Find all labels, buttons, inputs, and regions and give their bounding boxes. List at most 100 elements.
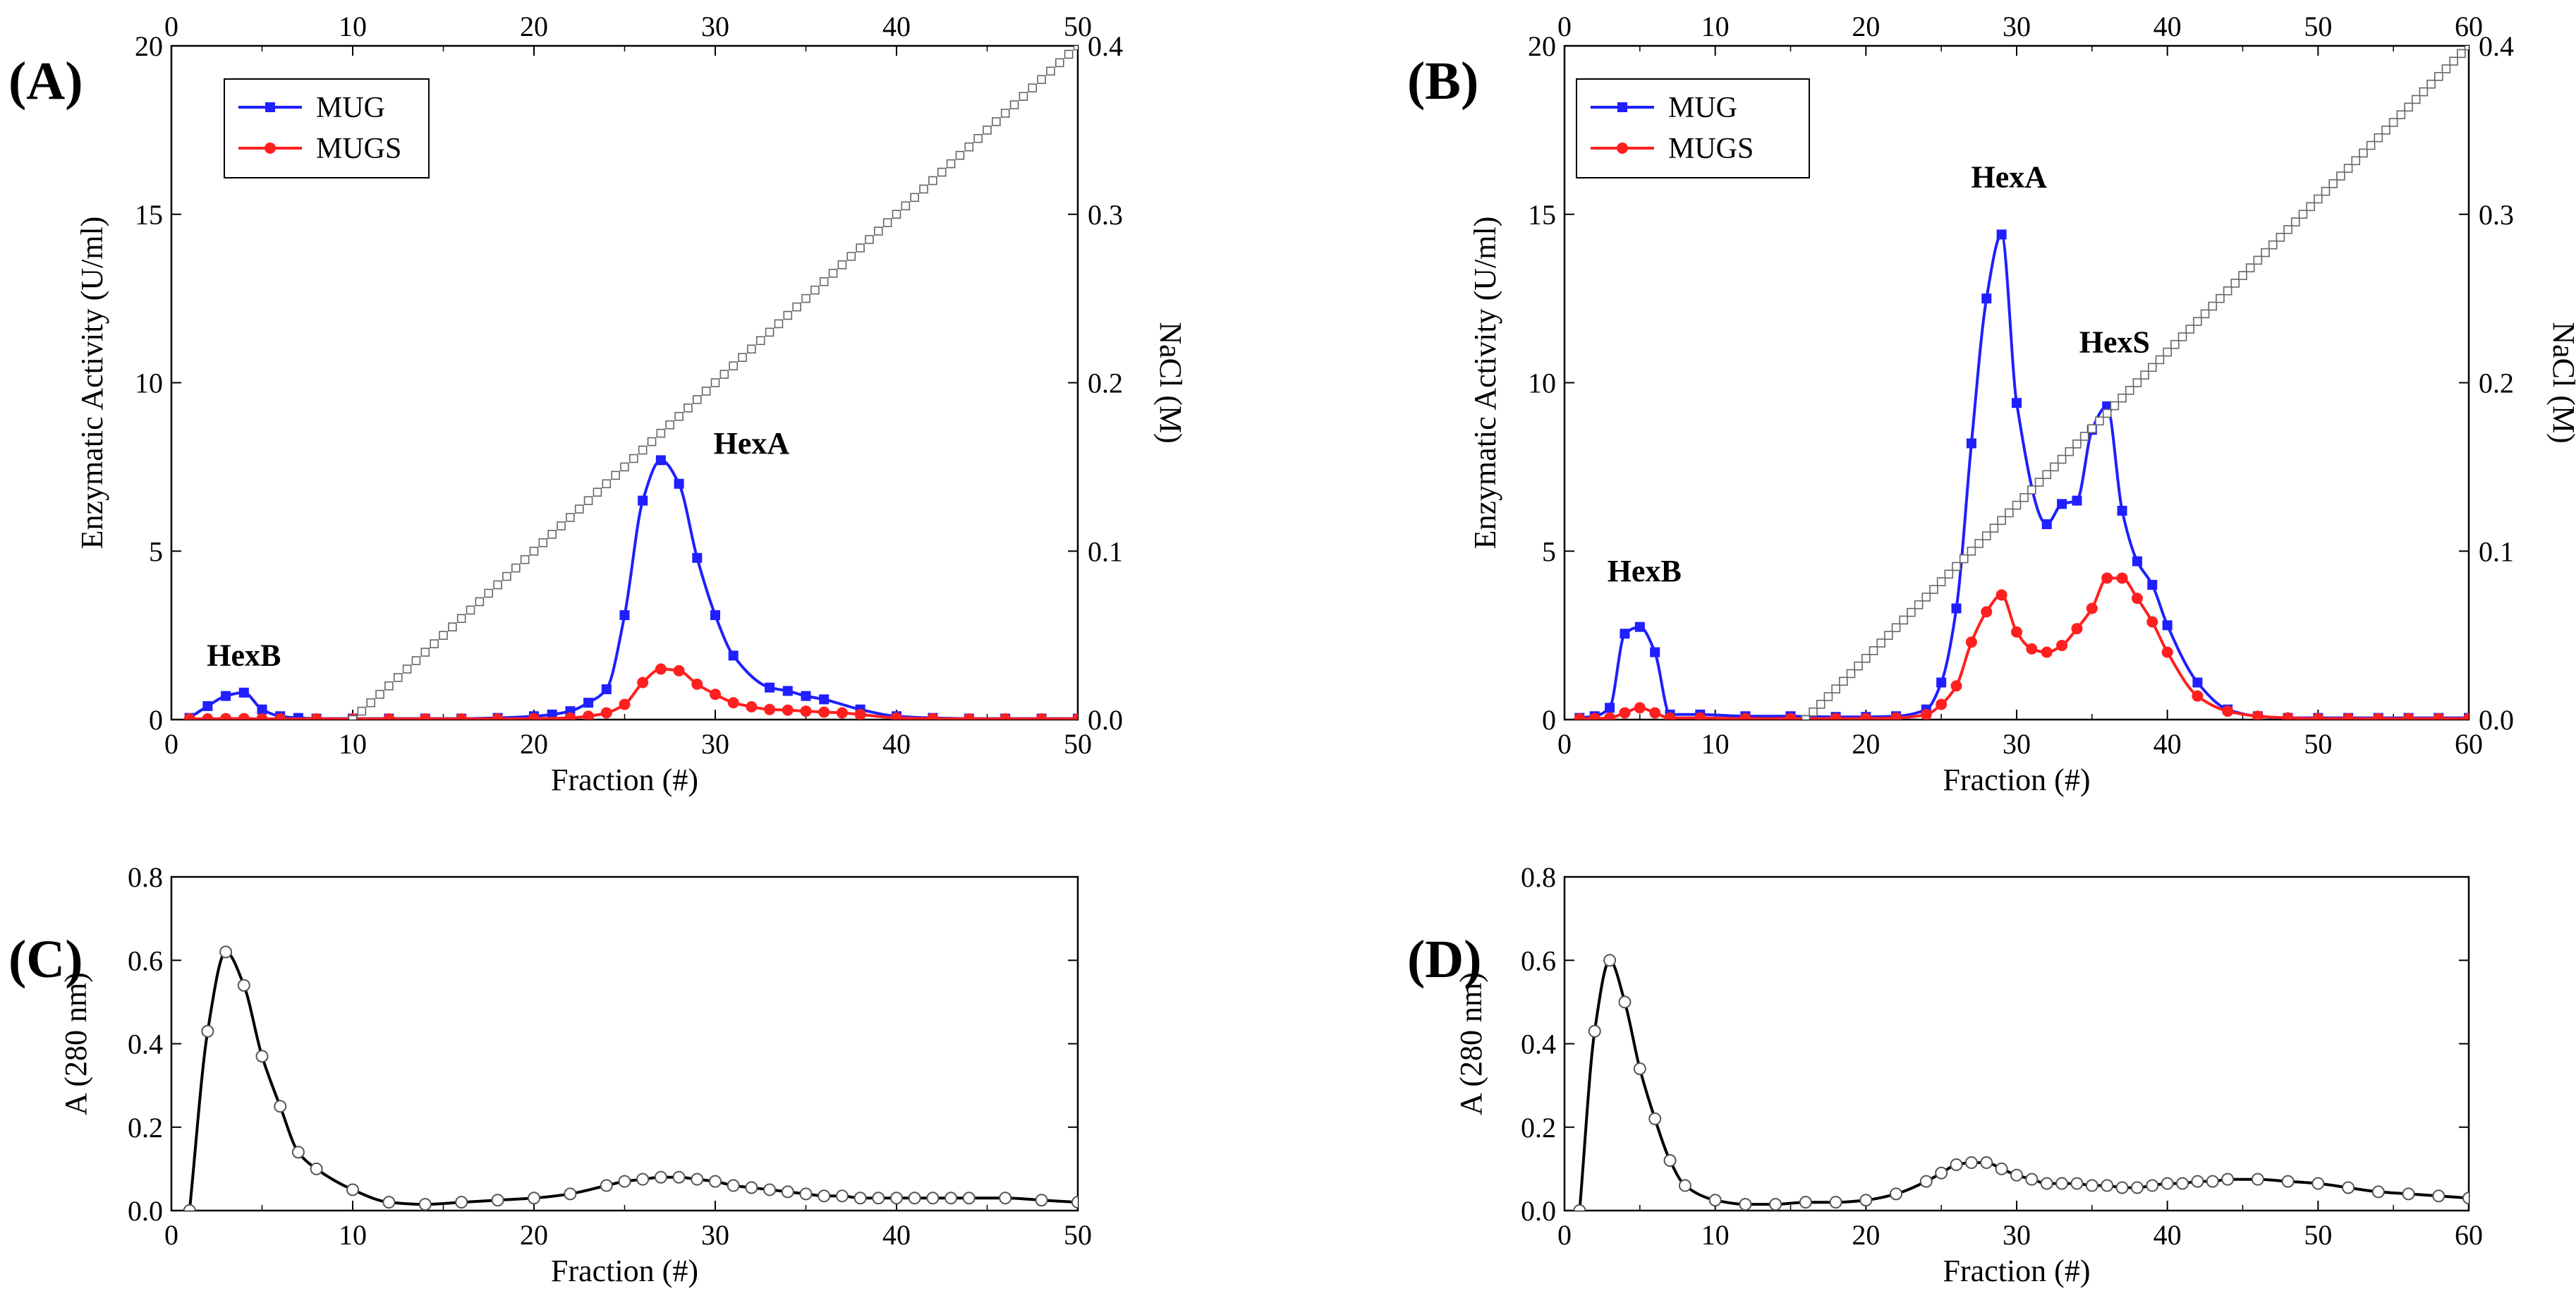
plot-frame <box>1563 875 2470 1212</box>
x-top-tick-label: 0 <box>164 11 178 42</box>
data-point-mugs <box>1830 713 1842 720</box>
data-point-mug <box>2162 620 2173 631</box>
x-top-tick-label: 20 <box>520 11 548 42</box>
nacl-gradient-marker <box>2034 478 2044 487</box>
data-point-a280 <box>1995 1162 2008 1175</box>
nacl-gradient-marker <box>856 243 865 253</box>
data-point-mugs <box>2433 713 2445 720</box>
series-line-mugs <box>1579 576 2469 720</box>
data-point-a280 <box>691 1172 704 1186</box>
legend-box <box>1576 78 1810 178</box>
nacl-gradient-marker <box>2351 156 2361 166</box>
panel-label: (B) <box>1407 51 1478 111</box>
x-top-tick-label: 50 <box>1064 11 1092 42</box>
x-tick-label: 0 <box>1557 728 1572 760</box>
legend-marker-mugs <box>1617 143 1628 154</box>
data-point-a280 <box>781 1185 794 1199</box>
y-tick-label: 5 <box>149 535 163 567</box>
nacl-gradient-marker <box>2050 462 2059 472</box>
data-point-mugs <box>600 707 612 719</box>
data-point-mugs <box>2312 713 2324 720</box>
panel-label: (D) <box>1407 930 1482 989</box>
nacl-gradient-marker <box>1831 684 1840 693</box>
data-point-a280 <box>1980 1156 1993 1170</box>
data-point-mugs <box>2222 705 2234 717</box>
nacl-gradient-marker <box>1028 83 1038 92</box>
data-point-a280 <box>382 1196 396 1209</box>
data-point-mugs <box>1664 712 1676 720</box>
data-point-a280 <box>1859 1194 1873 1207</box>
y-tick-label: 0.6 <box>128 945 163 976</box>
data-point-mugs <box>1619 707 1631 719</box>
nacl-gradient-marker <box>529 546 539 556</box>
data-point-mug <box>221 691 231 701</box>
nacl-gradient-marker <box>1009 100 1019 109</box>
x-top-tick-label: 20 <box>1852 11 1880 42</box>
nacl-gradient-marker <box>2027 485 2036 495</box>
y2-tick-label: 0.2 <box>2479 368 2514 399</box>
data-point-a280 <box>1573 1204 1586 1211</box>
data-point-a280 <box>1618 995 1632 1009</box>
data-point-mugs <box>2026 643 2038 655</box>
nacl-gradient-marker <box>937 167 947 177</box>
data-point-mug <box>2057 499 2067 509</box>
data-point-mug <box>1966 438 1976 449</box>
y2-tick-label: 0.2 <box>1088 368 1123 399</box>
data-point-mugs <box>2161 646 2173 658</box>
data-point-mugs <box>1072 713 1078 720</box>
legend-label-mugs: MUGS <box>1668 133 1754 165</box>
x-tick-label: 30 <box>2003 1219 2031 1251</box>
peak-label-hexa: HexA <box>1972 160 2048 195</box>
nacl-gradient-marker <box>1055 58 1064 68</box>
data-point-mugs <box>1574 713 1586 720</box>
data-point-mugs <box>2372 713 2384 720</box>
data-point-mugs <box>1995 589 2007 601</box>
nacl-gradient-marker <box>2426 79 2436 89</box>
y-tick-label: 0.2 <box>1521 1112 1556 1144</box>
y-tick-label: 20 <box>135 30 163 62</box>
data-point-a280 <box>201 1024 214 1038</box>
x-axis-title: Fraction (#) <box>1943 763 2091 797</box>
data-point-mugs <box>2086 602 2098 614</box>
data-point-a280 <box>962 1192 976 1205</box>
nacl-gradient-marker <box>1907 607 1916 617</box>
x-top-tick-label: 30 <box>701 11 729 42</box>
data-point-mug <box>1936 677 1947 688</box>
nacl-gradient-marker <box>765 327 774 337</box>
nacl-gradient-marker <box>2140 370 2149 380</box>
nacl-gradient-marker <box>2230 279 2240 288</box>
series-layer <box>183 46 1078 720</box>
nacl-gradient-marker <box>2163 347 2172 357</box>
data-point-mugs <box>1649 707 1661 719</box>
y-axis-title: Enzymatic Activity (U/ml) <box>1468 217 1502 550</box>
nacl-gradient-marker <box>1981 531 1991 540</box>
y-axis-title: Enzymatic Activity (U/ml) <box>75 217 109 550</box>
nacl-gradient-marker <box>865 235 874 244</box>
data-point-mug <box>2072 495 2082 506</box>
data-point-mug <box>238 687 249 698</box>
nacl-gradient-marker <box>1891 623 1901 633</box>
data-point-a280 <box>2055 1177 2069 1190</box>
x-tick-label: 10 <box>339 728 367 760</box>
data-point-mugs <box>1739 713 1751 720</box>
data-point-a280 <box>600 1179 613 1192</box>
series-line-a280 <box>188 950 1078 1211</box>
nacl-gradient-marker <box>1914 600 1924 610</box>
data-point-mugs <box>963 713 975 720</box>
nacl-gradient-marker <box>2245 263 2255 273</box>
data-point-mugs <box>2116 572 2128 584</box>
nacl-gradient-marker <box>674 411 684 421</box>
data-point-mug <box>2102 401 2113 411</box>
nacl-gradient-marker <box>1869 646 1878 655</box>
x-tick-label: 20 <box>1852 728 1880 760</box>
nacl-gradient-marker <box>348 715 358 720</box>
data-point-mugs <box>183 713 195 720</box>
nacl-gradient-marker <box>2057 454 2067 464</box>
nacl-gradient-marker <box>493 580 502 590</box>
data-point-mugs <box>2343 713 2355 720</box>
nacl-gradient-marker <box>1064 49 1074 59</box>
nacl-gradient-marker <box>846 252 856 261</box>
y-tick-label: 0 <box>1542 704 1556 736</box>
data-point-mugs <box>2056 639 2068 651</box>
nacl-gradient-marker <box>1921 593 1931 602</box>
